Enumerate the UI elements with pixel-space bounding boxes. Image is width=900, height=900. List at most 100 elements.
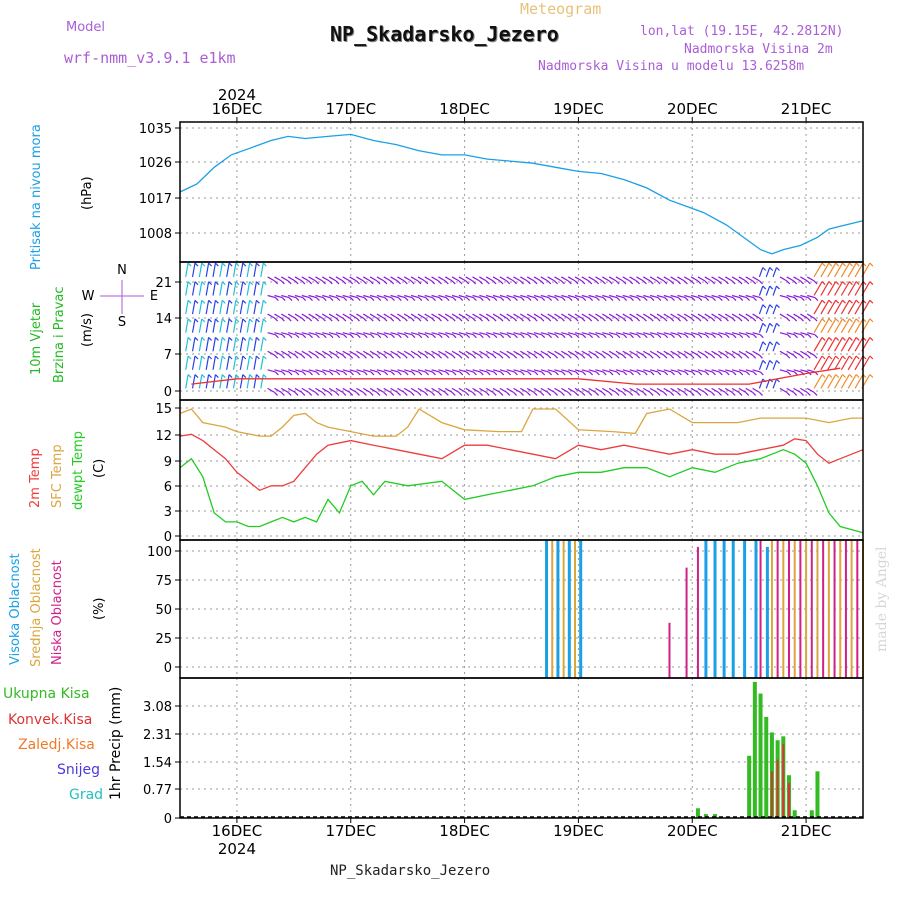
wind-barb-flag [601, 317, 606, 322]
wind-barb [335, 294, 344, 299]
wind-barb [321, 387, 330, 393]
wind-barb [588, 313, 596, 319]
wind-barb-flag [274, 334, 279, 339]
wind-barb-flag [677, 334, 682, 339]
wind-barb-flag [684, 371, 689, 376]
wind-barb-flag [842, 262, 846, 267]
wind-barb-flag [465, 391, 470, 396]
wind-barb [431, 276, 439, 282]
wind-barb-flag [322, 334, 327, 339]
wind-barb [813, 318, 823, 333]
wind-barb [267, 369, 276, 373]
wind-barb [485, 350, 494, 356]
wind-barb-flag [759, 334, 764, 339]
wind-barb [410, 276, 419, 282]
wind-barb-flag [507, 297, 512, 302]
wind-barb-flag [228, 262, 233, 267]
wind-barb-flag [759, 371, 764, 376]
wind-barb-flag [335, 317, 340, 322]
wind-barb-flag [623, 297, 628, 302]
wind-barb [854, 355, 864, 371]
wind-barb-flag [376, 317, 381, 322]
wind-barb-flag [595, 371, 600, 376]
wind-barb-flag [343, 297, 348, 302]
wind-barb-flag [806, 354, 811, 359]
wind-barb-flag [308, 391, 313, 396]
wind-barb [308, 294, 317, 299]
wind-barb [342, 294, 351, 299]
wind-barb-flag [526, 391, 531, 396]
wind-barb [390, 332, 399, 336]
wind-barb-flag [295, 334, 300, 339]
wind-barb-flag [656, 391, 661, 396]
wind-barb-flag [762, 359, 767, 364]
wind-barb [506, 369, 515, 373]
wind-barb-flag [800, 280, 804, 285]
wind-barb-flag [287, 391, 292, 396]
wind-barb [376, 369, 385, 373]
wind-barb-flag [444, 354, 449, 359]
wind-barb-flag [466, 371, 471, 376]
wind-barb-flag [201, 336, 206, 341]
wind-barb [451, 294, 460, 299]
wind-barb-flag [793, 280, 798, 285]
y-tick-label: 0.77 [143, 783, 172, 798]
wind-barb [677, 294, 686, 299]
wind-barb-flag [445, 334, 450, 339]
wind-barb [191, 318, 196, 333]
wind-barb-flag [335, 391, 340, 396]
wind-barb [492, 369, 501, 373]
precip-bar [815, 771, 820, 818]
wind-barb-flag [683, 391, 688, 396]
wind-barb-flag [369, 391, 374, 396]
wind-barb-flag [280, 391, 285, 396]
wind-barb-flag [855, 355, 860, 360]
wind-barb-flag [842, 318, 846, 323]
wind-barb [397, 276, 405, 282]
wind-barb-flag [499, 317, 504, 322]
wind-barb-flag [800, 354, 804, 359]
wind-barb [615, 294, 624, 299]
wind-barb-flag [315, 354, 320, 359]
wind-barb [226, 262, 230, 278]
wind-barb [718, 294, 727, 299]
wind-barb-flag [575, 297, 580, 302]
wind-barb-flag [397, 391, 401, 396]
wind-barb [813, 299, 823, 315]
wind-barb-flag [274, 371, 279, 376]
wind-barb-flag [350, 334, 354, 339]
wind-barb-flag [242, 299, 247, 304]
wind-barb [533, 332, 542, 336]
wind-barb [185, 262, 189, 278]
panel-frame [179, 677, 864, 819]
wind-barb-flag [308, 354, 313, 359]
wind-barb [308, 369, 317, 373]
wind-barb-flag [208, 355, 213, 360]
wind-barb [376, 294, 385, 299]
wind-barb [765, 285, 771, 296]
wind-barb [758, 378, 764, 389]
wind-barb-flag [589, 297, 594, 302]
wind-barb [752, 313, 760, 319]
wind-barb [636, 369, 645, 373]
wind-barb-flag [582, 371, 587, 376]
cloud-bar [743, 540, 747, 678]
wind-barb-flag [581, 391, 586, 396]
wind-barb [629, 313, 637, 319]
wind-barb [403, 313, 412, 319]
wind-barb-flag [404, 371, 409, 376]
wind-barb [786, 387, 794, 393]
wind-barb [342, 276, 350, 282]
wind-barb-flag [828, 262, 833, 267]
wind-barb [191, 337, 196, 352]
wind-barb [287, 276, 296, 282]
wind-barb-flag [321, 391, 326, 396]
wind-barb [656, 294, 665, 299]
wind-barb-flag [684, 334, 689, 339]
wind-barb [636, 387, 644, 393]
wind-barb [581, 387, 590, 393]
wind-barb [253, 374, 257, 389]
wind-barb-flag [411, 334, 416, 339]
wind-barb [806, 313, 815, 319]
wind-barb-flag [403, 317, 408, 322]
